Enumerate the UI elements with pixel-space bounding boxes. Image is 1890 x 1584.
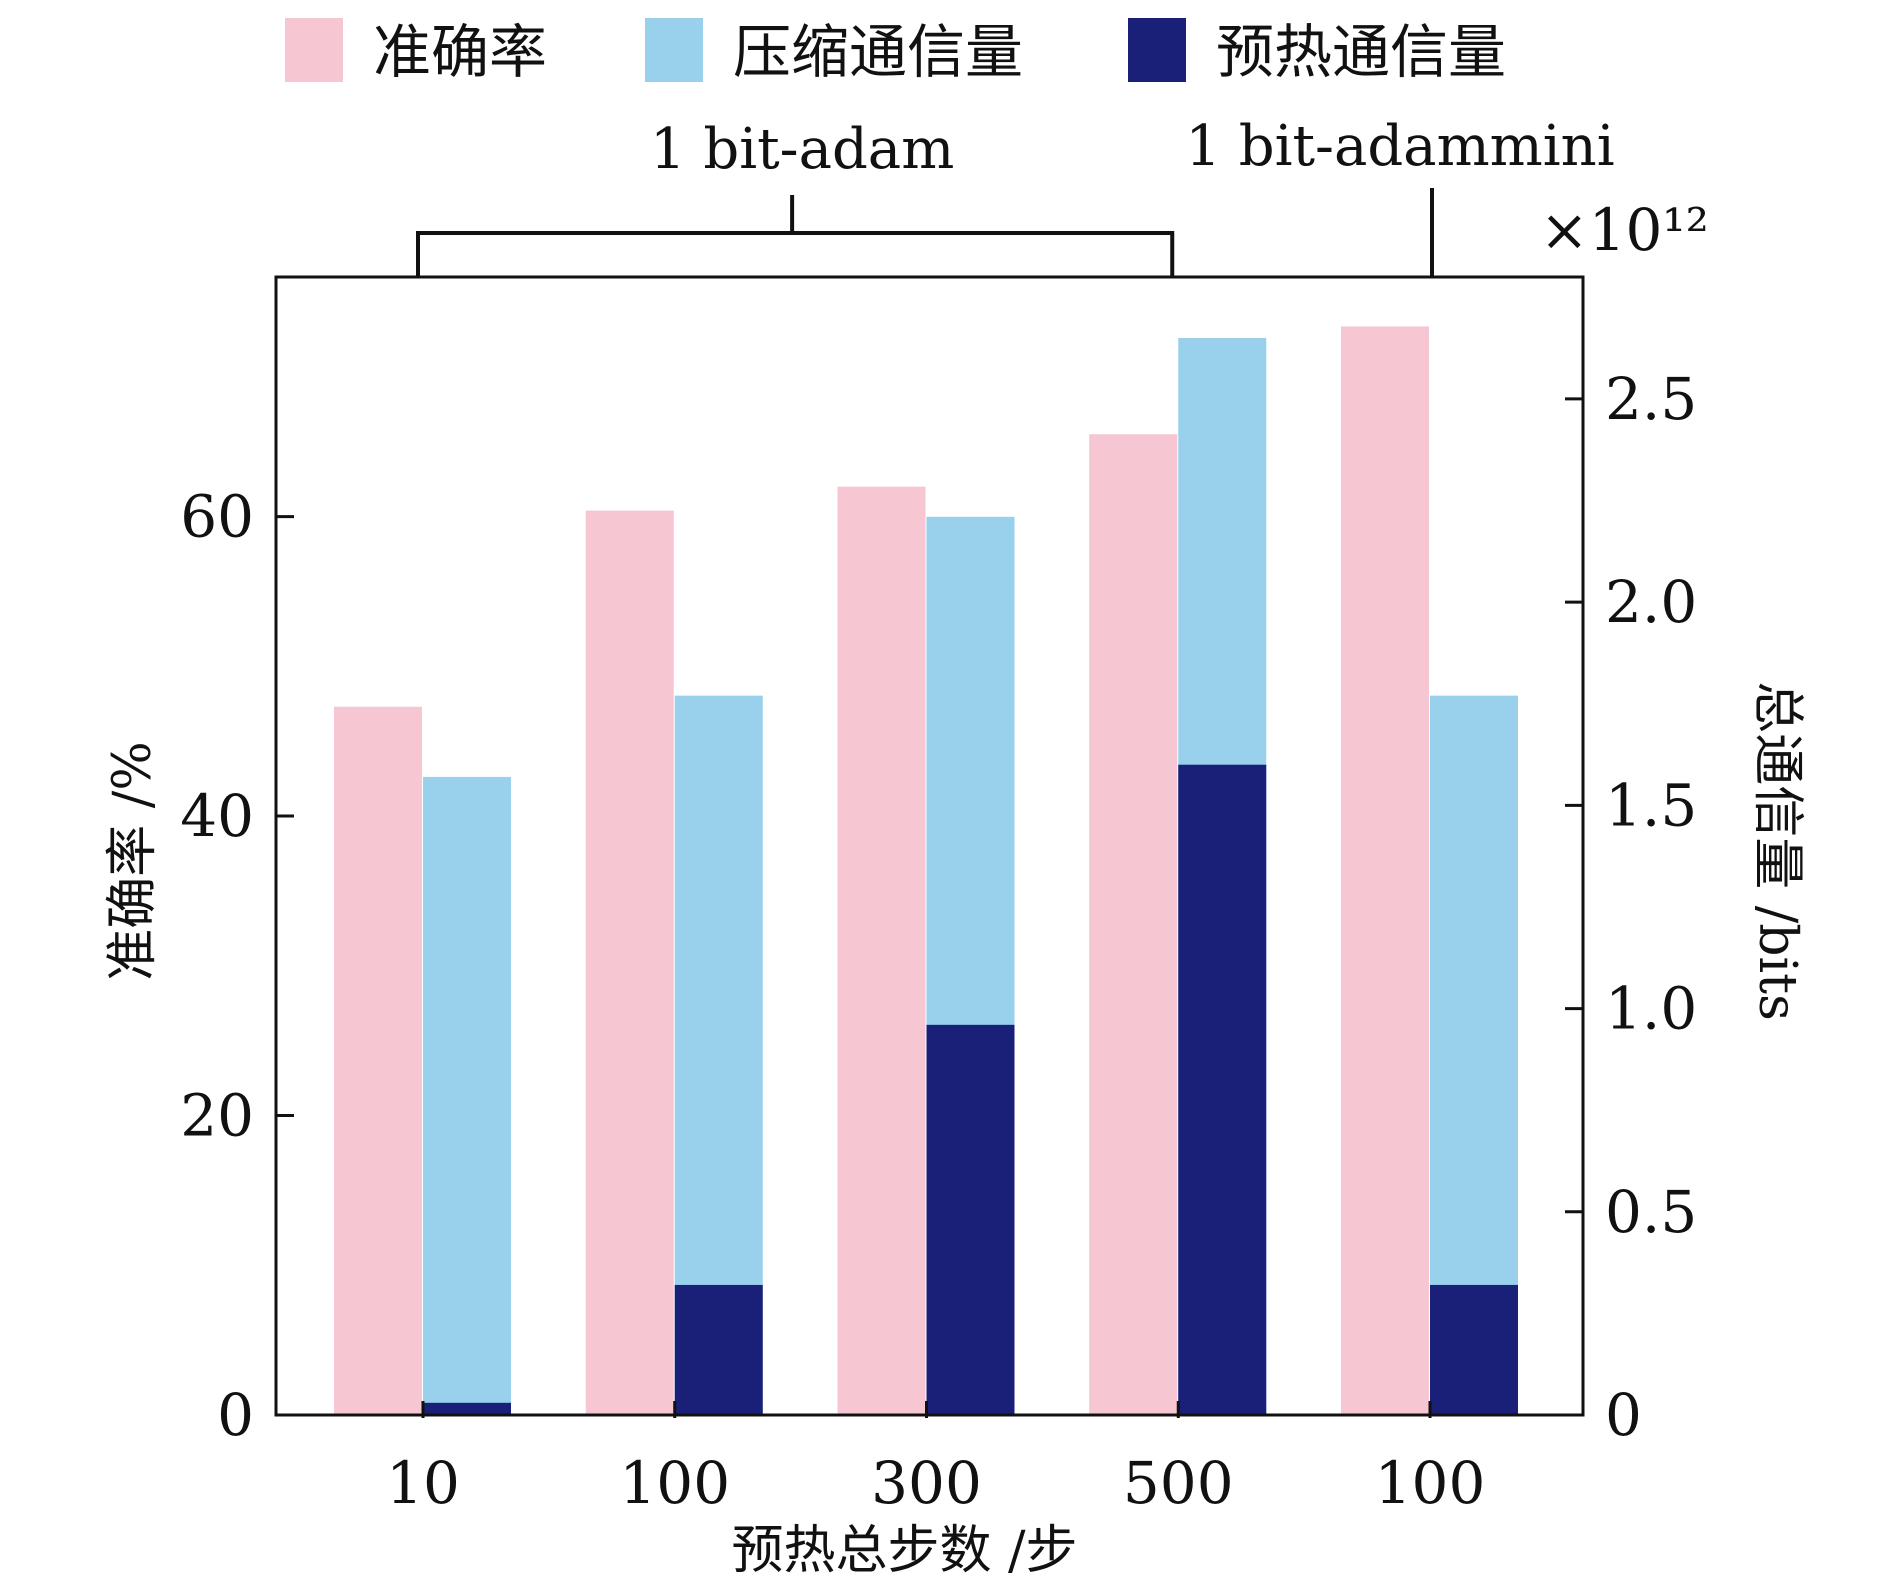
x-tick-label-2: 300 — [871, 1449, 982, 1517]
bar-accuracy-3 — [1089, 434, 1178, 1415]
left-tick-label-1: 20 — [180, 1082, 254, 1150]
legend: 准确率 压缩通信量 预热通信量 — [285, 18, 1506, 86]
bar-warmup-comm-2 — [926, 1024, 1015, 1415]
right-tick-label-4: 2.0 — [1605, 568, 1697, 636]
group-label-1bit-adam: 1 bit-adam — [650, 117, 954, 182]
plot-frame — [274, 275, 1585, 1417]
right-tick-label-3: 1.5 — [1605, 771, 1697, 839]
group-bracket-1bit-adam — [416, 231, 1175, 277]
bar-accuracy-2 — [837, 486, 926, 1415]
right-tick-label-5: 2.5 — [1605, 365, 1697, 433]
bar-compressed-comm-0 — [423, 776, 511, 1415]
bar-warmup-comm-1 — [674, 1284, 763, 1415]
left-axis: 0 20 40 60 — [180, 483, 294, 1449]
legend-label-1: 压缩通信量 — [733, 18, 1023, 86]
bar-accuracy-0 — [334, 706, 422, 1415]
left-axis-title: 准确率 /% — [103, 741, 163, 980]
bar-warmup-comm-3 — [1178, 764, 1267, 1415]
bar-warmup-comm-4 — [1430, 1284, 1518, 1415]
x-tick-label-1: 100 — [619, 1449, 730, 1517]
right-tick-label-1: 0.5 — [1605, 1178, 1697, 1246]
x-tick-label-0: 10 — [386, 1449, 460, 1517]
bar-warmup-comm-0 — [423, 1402, 511, 1415]
right-axis-title: 总通信量 /bits — [1747, 681, 1807, 1021]
category-groups: 1 bit-adam 1 bit-adammini — [416, 114, 1615, 277]
group-label-1bit-adammini: 1 bit-adammini — [1185, 114, 1614, 179]
legend-swatch-1 — [645, 18, 703, 82]
right-axis: 0 0.5 1.0 1.5 2.0 2.5 — [1565, 365, 1697, 1449]
left-tick-label-2: 40 — [180, 782, 254, 850]
x-axis-title: 预热总步数 /步 — [731, 1521, 1077, 1581]
left-tick-label-3: 60 — [180, 483, 254, 551]
bar-accuracy-4 — [1341, 326, 1429, 1416]
left-tick-label-0: 0 — [217, 1381, 254, 1449]
legend-label-0: 准确率 — [373, 18, 547, 86]
right-tick-label-0: 0 — [1605, 1381, 1642, 1449]
bar-accuracy-1 — [585, 510, 674, 1415]
x-tick-label-4: 100 — [1375, 1449, 1486, 1517]
right-axis-multiplier: ×10¹² — [1540, 196, 1709, 264]
legend-swatch-2 — [1128, 18, 1186, 82]
right-tick-label-2: 1.0 — [1605, 975, 1697, 1043]
legend-label-2: 预热通信量 — [1216, 18, 1506, 86]
x-axis: 10 100 300 500 100 — [386, 1401, 1485, 1517]
x-tick-label-3: 500 — [1123, 1449, 1234, 1517]
legend-swatch-0 — [285, 18, 343, 82]
bars — [334, 326, 1518, 1416]
